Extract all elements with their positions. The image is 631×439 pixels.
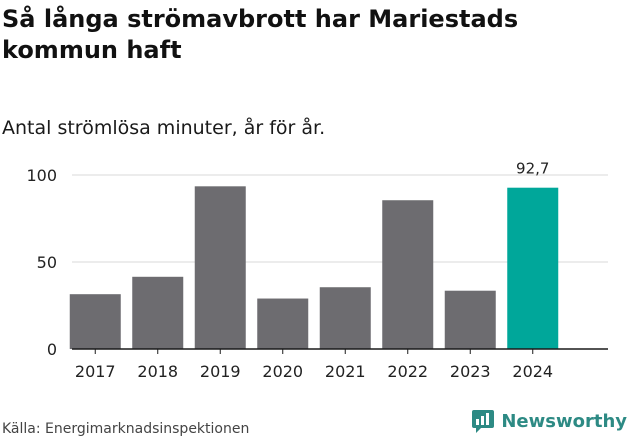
brand: Newsworthy	[471, 408, 627, 434]
x-tick-label: 2018	[137, 362, 178, 381]
bar-2017	[69, 294, 121, 349]
x-tick-label: 2017	[75, 362, 116, 381]
bar-2022	[382, 200, 434, 349]
bar-2024	[507, 187, 559, 349]
chart-subtitle: Antal strömlösa minuter, år för år.	[2, 117, 326, 139]
brand-name: Newsworthy	[501, 410, 627, 432]
bar-2021	[319, 287, 371, 349]
y-axis-ticks: 0 50 100	[26, 166, 57, 359]
data-label-2024: 92,7	[516, 160, 549, 178]
y-tick-label: 50	[37, 253, 57, 272]
source-note: Källa: Energimarknadsinspektionen	[2, 421, 250, 437]
x-tick-label: 2022	[387, 362, 428, 381]
bar-2018	[132, 276, 184, 349]
y-tick-label: 100	[26, 166, 57, 185]
bars	[69, 186, 559, 349]
chart-title: Så långa strömavbrott har Mariestads kom…	[2, 5, 519, 64]
x-tick-label: 2024	[512, 362, 553, 381]
bar-2020	[257, 298, 309, 349]
bar-chart: 0 50 100 92,7 2017 2018 2019 2020 2021 2022 2023…	[26, 160, 608, 381]
x-tick-label: 2021	[325, 362, 366, 381]
data-labels: 92,7	[516, 160, 549, 178]
x-tick-label: 2019	[200, 362, 241, 381]
bar-2019	[194, 186, 246, 349]
x-axis-ticks: 2017 2018 2019 2020 2021 2022 2023 2024	[75, 349, 553, 381]
x-tick-label: 2023	[450, 362, 491, 381]
y-tick-label: 0	[47, 340, 57, 359]
bar-2023	[444, 290, 496, 349]
x-tick-label: 2020	[262, 362, 303, 381]
newsworthy-logo-icon	[472, 410, 495, 433]
